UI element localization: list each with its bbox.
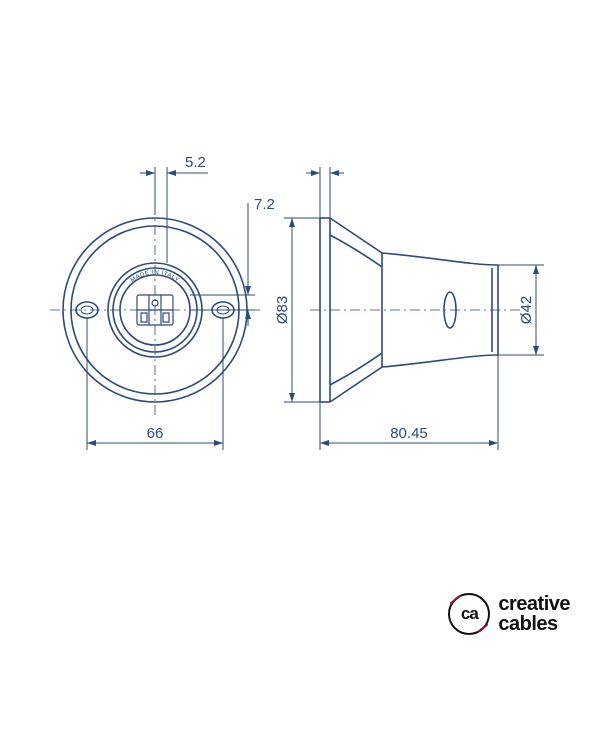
brand-logo: ca creative cables bbox=[448, 593, 570, 635]
logo-line1: creative bbox=[498, 594, 570, 614]
logo-line2: cables bbox=[498, 614, 570, 634]
logo-badge-text: ca bbox=[461, 604, 478, 624]
dim-length-value: 80.45 bbox=[390, 425, 428, 442]
dim-length: 80.45 bbox=[320, 355, 498, 450]
side-view: Ø83 Ø42 80.45 bbox=[274, 167, 544, 450]
dim-mount-span: 66 bbox=[87, 318, 223, 450]
dim-d83-value: Ø83 bbox=[274, 296, 291, 324]
dim-5-2-value: 5.2 bbox=[185, 154, 206, 171]
front-view: MADE IN ITALY 66 bbox=[50, 154, 275, 450]
logo-badge: ca bbox=[448, 593, 490, 635]
dim-66-value: 66 bbox=[147, 425, 164, 442]
dim-7-2-value: 7.2 bbox=[254, 196, 275, 213]
logo-text: creative cables bbox=[498, 594, 570, 634]
dim-d42-value: Ø42 bbox=[518, 296, 535, 324]
dim-5-2: 5.2 bbox=[140, 154, 208, 263]
